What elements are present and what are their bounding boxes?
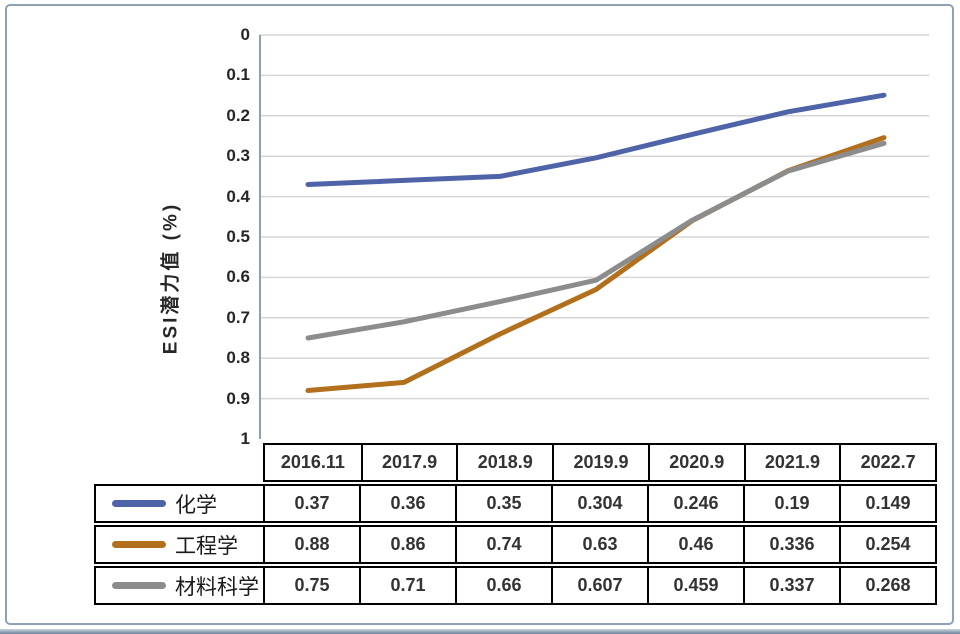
table-row: 工程学 0.88 0.86 0.74 0.63 0.46 0.336 0.254 [94, 525, 937, 564]
bottom-edge-bar [0, 629, 960, 634]
table-cell: 0.268 [839, 568, 935, 603]
table-cell: 0.74 [455, 527, 551, 562]
table-cell: 0.246 [647, 486, 743, 521]
legend-key: 化学 [96, 486, 263, 521]
table-cell: 0.63 [551, 527, 647, 562]
table-cell: 0.66 [455, 568, 551, 603]
column-header: 2016.11 [280, 452, 345, 472]
legend-line-swatch [112, 541, 166, 548]
data-table-header-row: 2016.11 2017.9 2018.9 2019.9 2020.9 2021.9 202… [263, 443, 937, 482]
table-cell: 0.607 [551, 568, 647, 603]
column-header: 2017.9 [360, 445, 457, 480]
column-header: 2020.9 [647, 445, 744, 480]
legend-line-swatch [112, 582, 166, 589]
table-cell: 0.337 [743, 568, 839, 603]
table-row: 材料科学 0.75 0.71 0.66 0.607 0.459 0.337 0.268 [94, 566, 937, 605]
legend-key: 工程学 [96, 527, 263, 562]
data-table-body: 化学 0.37 0.36 0.35 0.304 0.246 0.19 0.149 工程学 0.88… [94, 484, 937, 605]
y-axis-title: ESI潜力值 (%) [160, 201, 182, 355]
series-name: 材料科学 [175, 575, 259, 599]
y-axis-tick-label: 0.3 [226, 146, 250, 166]
series-line-2 [305, 140, 887, 341]
column-header: 2018.9 [456, 445, 552, 480]
table-cell: 0.46 [647, 527, 743, 562]
table-cell: 0.149 [839, 486, 935, 521]
series-name: 化学 [175, 493, 217, 517]
column-header: 2019.9 [552, 445, 648, 480]
table-cell: 0.459 [647, 568, 743, 603]
column-header: 2021.9 [743, 445, 840, 480]
series-line-0 [305, 92, 887, 187]
table-cell: 0.86 [359, 527, 455, 562]
y-axis-tick-label: 0.2 [226, 105, 250, 125]
y-axis-tick-label: 0.1 [226, 65, 250, 85]
line-chart-plot [259, 34, 929, 439]
table-cell: 0.304 [551, 486, 647, 521]
y-axis-tick-label: 0.6 [226, 267, 250, 287]
series-line-1 [305, 135, 887, 393]
series-name: 工程学 [175, 534, 238, 558]
table-cell: 0.37 [263, 486, 359, 521]
table-cell: 0.71 [359, 568, 455, 603]
table-cell: 0.36 [359, 486, 455, 521]
y-axis-tick-label: 0.4 [226, 186, 250, 206]
table-cell: 0.254 [839, 527, 935, 562]
table-row: 化学 0.37 0.36 0.35 0.304 0.246 0.19 0.149 [94, 484, 937, 523]
table-cell: 0.336 [743, 527, 839, 562]
table-cell: 0.19 [743, 486, 839, 521]
legend-key: 材料科学 [96, 568, 263, 603]
y-axis-tick-label: 0 [240, 25, 250, 44]
legend-line-swatch [112, 500, 166, 507]
chart-data-table: 2016.11 2017.9 2018.9 2019.9 2020.9 2021.9 202… [94, 443, 937, 605]
table-cell: 0.75 [263, 568, 359, 603]
y-axis-tick-label: 0.7 [226, 307, 250, 327]
y-axis-tick-label: 0.8 [226, 348, 250, 368]
y-axis-tick-label: 1 [240, 429, 250, 448]
y-axis-tick-label: 0.9 [226, 388, 250, 408]
table-cell: 0.35 [455, 486, 551, 521]
y-axis-tick-label: 0.5 [226, 227, 250, 246]
chart-frame: 0 0.1 0.2 0.3 0.4 0.5 0.6 0.7 0.8 0.9 1 ESI潜力值 (%)… [5, 4, 954, 625]
column-header: 2022.7 [839, 445, 935, 480]
table-cell: 0.88 [263, 527, 359, 562]
